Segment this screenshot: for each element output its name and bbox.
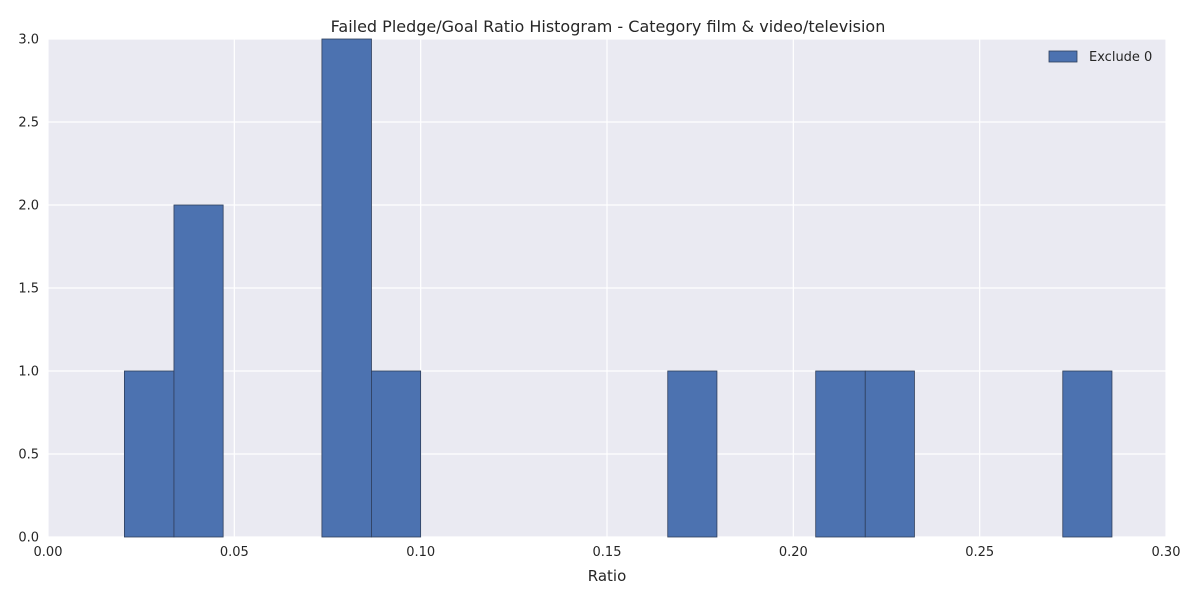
x-tick-label: 0.30 (1152, 545, 1181, 560)
y-tick-label: 3.0 (18, 33, 39, 48)
histogram-bar (173, 204, 224, 538)
legend: Exclude 0 (1048, 50, 1152, 65)
y-tick-label: 0.5 (18, 448, 39, 463)
y-tick-label: 2.5 (18, 116, 39, 131)
y-tick-label: 0.0 (18, 531, 39, 546)
y-tick-label: 1.5 (18, 282, 39, 297)
bars (123, 38, 1113, 538)
histogram-bar (371, 370, 422, 538)
x-tick-label: 0.00 (34, 545, 63, 560)
x-axis-label: Ratio (588, 567, 627, 585)
histogram-bar (667, 370, 718, 538)
x-tick-label: 0.20 (779, 545, 808, 560)
x-tick-label: 0.15 (593, 545, 622, 560)
gridlines (47, 38, 1167, 538)
legend-label: Exclude 0 (1089, 50, 1152, 65)
x-tick-label: 0.05 (220, 545, 249, 560)
x-tick-label: 0.25 (965, 545, 994, 560)
histogram-bar (1062, 370, 1113, 538)
histogram-bar (321, 38, 372, 538)
histogram-bar (815, 370, 866, 538)
histogram-bar (123, 370, 175, 538)
x-tick-label: 0.10 (406, 545, 435, 560)
y-axis-ticks: 0.0 0.5 1.0 1.5 2.0 2.5 3.0 (18, 33, 39, 546)
histogram-bar (864, 370, 915, 538)
legend-swatch (1048, 50, 1078, 63)
y-tick-label: 2.0 (18, 199, 39, 214)
x-axis-ticks: 0.00 0.05 0.10 0.15 0.20 0.25 0.30 (34, 545, 1181, 560)
y-tick-label: 1.0 (18, 365, 39, 380)
chart-title: Failed Pledge/Goal Ratio Histogram - Cat… (331, 17, 886, 36)
